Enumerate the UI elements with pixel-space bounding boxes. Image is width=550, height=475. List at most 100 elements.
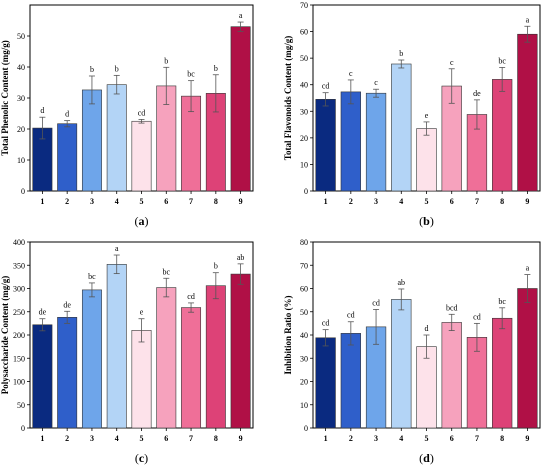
- significance-label: de: [39, 308, 47, 317]
- y-tick-label: 0: [304, 424, 308, 433]
- panel-1: 0 10 20 30 40 50 Total Phenolic Content (mg/g)…: [0, 4, 254, 228]
- bar: [391, 63, 412, 192]
- y-axis-label: Total Phenolic Content (mg/g): [0, 40, 10, 155]
- y-tick-label: 70: [300, 1, 308, 10]
- y-tick-label: 300: [13, 285, 25, 294]
- significance-label: bc: [187, 70, 195, 79]
- x-tick-label: 6: [450, 434, 454, 443]
- x-tick-label: 8: [500, 434, 504, 443]
- significance-label: bcd: [446, 303, 458, 312]
- bar: [81, 289, 102, 429]
- bar: [391, 299, 412, 429]
- y-tick-label: 20: [300, 378, 308, 387]
- significance-label: a: [526, 264, 530, 273]
- y-tick-label: 60: [300, 28, 308, 37]
- bar: [416, 346, 437, 429]
- panel-label: (d): [419, 451, 434, 465]
- y-tick-label: 150: [13, 354, 25, 363]
- bar: [230, 26, 251, 192]
- bar: [365, 92, 387, 192]
- significance-label: cd: [473, 312, 481, 321]
- significance-label: d: [40, 106, 44, 115]
- y-tick-label: 20: [17, 125, 25, 134]
- y-tick-label: 80: [300, 238, 308, 247]
- significance-label: d: [65, 110, 69, 119]
- y-tick-label: 40: [17, 63, 25, 72]
- bar: [181, 307, 202, 429]
- y-tick-label: 10: [17, 156, 25, 165]
- panel-label: (a): [135, 214, 149, 228]
- bar: [340, 91, 361, 192]
- bar: [492, 79, 513, 192]
- x-tick-label: 9: [239, 434, 243, 443]
- x-tick-label: 2: [65, 434, 69, 443]
- x-tick-label: 9: [525, 197, 529, 206]
- x-tick-label: 7: [475, 197, 479, 206]
- significance-label: bc: [498, 56, 506, 65]
- bar: [131, 330, 152, 429]
- bar: [156, 287, 177, 429]
- y-tick-label: 10: [300, 160, 308, 169]
- bar: [492, 317, 513, 429]
- x-tick-label: 5: [140, 197, 144, 206]
- significance-label: ab: [397, 278, 405, 287]
- x-tick-label: 3: [374, 434, 378, 443]
- x-tick-label: 1: [40, 197, 44, 206]
- significance-label: b: [214, 262, 218, 271]
- panel-4: 0 10 20 30 40 50 60 70 80 Inhibition Ratio (%) cd 1…: [283, 238, 541, 465]
- x-tick-label: 8: [214, 434, 218, 443]
- significance-label: b: [214, 64, 218, 73]
- y-tick-label: 50: [300, 308, 308, 317]
- y-tick-label: 40: [300, 81, 308, 90]
- significance-label: bc: [162, 267, 170, 276]
- significance-label: b: [90, 65, 94, 74]
- bar: [81, 89, 102, 192]
- bar: [315, 337, 336, 429]
- x-tick-label: 5: [140, 434, 144, 443]
- x-tick-label: 2: [65, 197, 69, 206]
- bar: [416, 128, 437, 192]
- y-tick-label: 0: [21, 187, 25, 196]
- x-tick-label: 7: [475, 434, 479, 443]
- x-tick-label: 6: [450, 197, 454, 206]
- significance-label: cd: [187, 292, 195, 301]
- significance-label: bc: [88, 272, 96, 281]
- y-tick-label: 50: [17, 32, 25, 41]
- significance-label: b: [115, 64, 119, 73]
- x-tick-label: 1: [324, 197, 328, 206]
- y-tick-label: 0: [304, 187, 308, 196]
- y-tick-label: 50: [17, 401, 25, 410]
- bar: [205, 285, 226, 429]
- significance-label: c: [349, 69, 353, 78]
- x-tick-label: 3: [90, 434, 94, 443]
- y-tick-label: 40: [300, 331, 308, 340]
- y-tick-label: 60: [300, 285, 308, 294]
- significance-label: a: [239, 11, 243, 20]
- x-tick-label: 9: [525, 434, 529, 443]
- significance-label: ab: [237, 253, 245, 262]
- bar: [32, 324, 53, 429]
- y-tick-label: 30: [300, 107, 308, 116]
- x-tick-label: 8: [500, 197, 504, 206]
- significance-label: cd: [138, 108, 146, 117]
- y-tick-label: 400: [13, 238, 25, 247]
- panel-label: (c): [135, 451, 148, 465]
- y-tick-label: 200: [13, 331, 25, 340]
- y-tick-label: 0: [21, 424, 25, 433]
- x-tick-label: 2: [349, 434, 353, 443]
- y-tick-label: 70: [300, 261, 308, 270]
- significance-label: cd: [322, 82, 330, 91]
- y-tick-label: 30: [17, 94, 25, 103]
- x-tick-label: 3: [374, 197, 378, 206]
- x-tick-label: 6: [164, 197, 168, 206]
- y-tick-label: 250: [13, 308, 25, 317]
- significance-label: bc: [498, 297, 506, 306]
- y-tick-label: 50: [300, 54, 308, 63]
- y-axis-label: Inhibition Ratio (%): [283, 295, 293, 374]
- x-tick-label: 1: [40, 434, 44, 443]
- y-axis-label: Polysaccharide Content (mg/g): [0, 276, 10, 394]
- bar: [441, 322, 462, 429]
- panel-3: 0 50 100 150 200 250 300 350 400 Polysaccharide C…: [0, 238, 254, 465]
